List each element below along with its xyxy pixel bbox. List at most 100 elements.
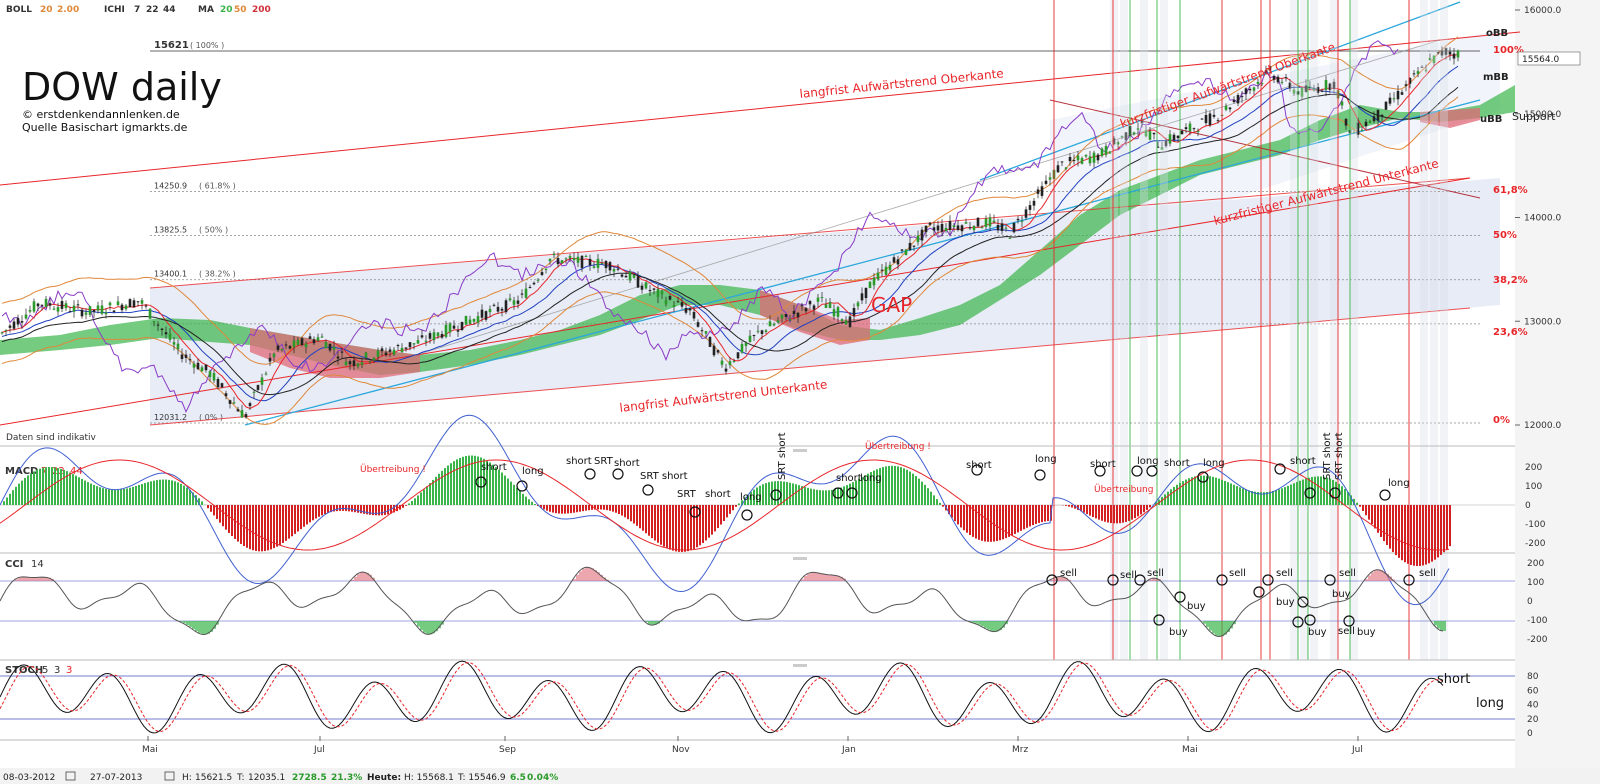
macd-bar (654, 505, 656, 541)
macd-bar (588, 505, 590, 511)
macd-bar (1008, 505, 1010, 537)
macd-bar (291, 505, 293, 537)
macd-bar (9, 493, 11, 505)
end-date-picker-icon[interactable] (164, 771, 175, 781)
macd-bar (54, 467, 56, 505)
ichi-param-3: 44 (163, 5, 176, 15)
macd-bar (42, 467, 44, 505)
macd-bar (1248, 490, 1250, 505)
macd-bar (1386, 505, 1388, 545)
candle-body (952, 225, 956, 227)
candle-body (668, 295, 672, 300)
start-date-picker-icon[interactable] (65, 771, 76, 781)
cci-oversold (1215, 621, 1218, 636)
cci-oversold (654, 621, 657, 625)
cci-overbought (813, 572, 816, 581)
macd-bar (552, 505, 554, 513)
macd-signal-13: long (1035, 454, 1057, 465)
ichimoku-cloud-red-2 (760, 290, 870, 345)
footer-bar (0, 768, 1600, 784)
stoch-param-1: 5 (42, 665, 48, 676)
candle-body (1008, 237, 1012, 239)
candle-body (412, 343, 416, 345)
candle-body (576, 256, 580, 263)
macd-signal-10: short (836, 473, 862, 484)
cci-oversold (414, 621, 417, 623)
macd-bar (1206, 475, 1208, 505)
macd-bar (1377, 505, 1379, 533)
macd-bar (1125, 505, 1127, 522)
candle-body (1264, 70, 1268, 74)
candle-body (692, 311, 696, 319)
boll-param-2: 2.00 (57, 5, 79, 15)
macd-bar (177, 482, 179, 505)
macd-bar (1173, 486, 1175, 505)
macd-bar (738, 503, 740, 505)
time-tick-5: Mrz (1012, 745, 1028, 755)
price-tick-0: 16000.0 (1524, 6, 1561, 16)
macd-bar (1026, 505, 1028, 528)
splitter-stoch[interactable] (793, 664, 807, 667)
macd-bar (1227, 482, 1229, 505)
macd-bar (1434, 505, 1436, 560)
candle-body (864, 287, 868, 299)
stoch-param-3: 3 (66, 665, 72, 676)
cci-oversold (417, 621, 420, 627)
macd-bar (741, 500, 743, 505)
macd-bar (210, 505, 212, 512)
macd-bar (624, 505, 626, 518)
candle-body (804, 308, 808, 312)
candle-body (44, 298, 48, 307)
macd-bar (432, 479, 434, 505)
macd-bar (681, 505, 683, 552)
macd-bar (627, 505, 629, 520)
candle-body (1044, 180, 1048, 184)
candle-body (664, 300, 668, 305)
macd-bar (1425, 505, 1427, 565)
macd-bar (543, 505, 545, 510)
candle-body (920, 229, 924, 241)
macd-bar (735, 505, 737, 507)
candle-body (1232, 100, 1236, 103)
macd-bar (882, 467, 884, 505)
macd-bar (1260, 492, 1262, 505)
candle-body (1332, 81, 1336, 89)
candle-body (748, 335, 752, 342)
candle-body (260, 377, 264, 385)
splitter-macd[interactable] (793, 449, 807, 452)
macd-bar (657, 505, 659, 543)
macd-bar (165, 479, 167, 505)
macd-bar (333, 505, 335, 512)
macd-bar (336, 505, 338, 512)
macd-bar (378, 505, 380, 516)
ma-black-line (1, 86, 1459, 396)
candle-body (992, 220, 996, 223)
macd-bar (1440, 505, 1442, 555)
candle-body (200, 367, 204, 372)
splitter-cci[interactable] (793, 557, 807, 560)
cci-overbought (24, 576, 27, 581)
candle-body (728, 361, 732, 366)
macd-bar (1032, 505, 1034, 526)
cci-line (0, 566, 1444, 638)
candle-body (1176, 135, 1180, 139)
macd-bar (222, 505, 224, 527)
cci-oversold (1230, 621, 1233, 629)
candle-body (940, 223, 944, 232)
channel-top-line (149, 177, 1471, 289)
macd-bar (1287, 485, 1289, 505)
macd-bar (1194, 476, 1196, 505)
candle-body (192, 363, 196, 368)
macd-bar (714, 505, 716, 532)
macd-bar (339, 505, 341, 511)
macd-bar (1347, 491, 1349, 505)
footer-change-pct: 21.3% (331, 773, 362, 783)
price-tick-4: 12000.0 (1524, 421, 1561, 431)
macd-bar (555, 505, 557, 514)
candle-body (280, 349, 284, 351)
macd-bar (342, 505, 344, 511)
candle-body (108, 302, 112, 306)
macd-bar (315, 505, 317, 519)
macd-bar (1095, 505, 1097, 519)
candle-body (1080, 158, 1084, 164)
